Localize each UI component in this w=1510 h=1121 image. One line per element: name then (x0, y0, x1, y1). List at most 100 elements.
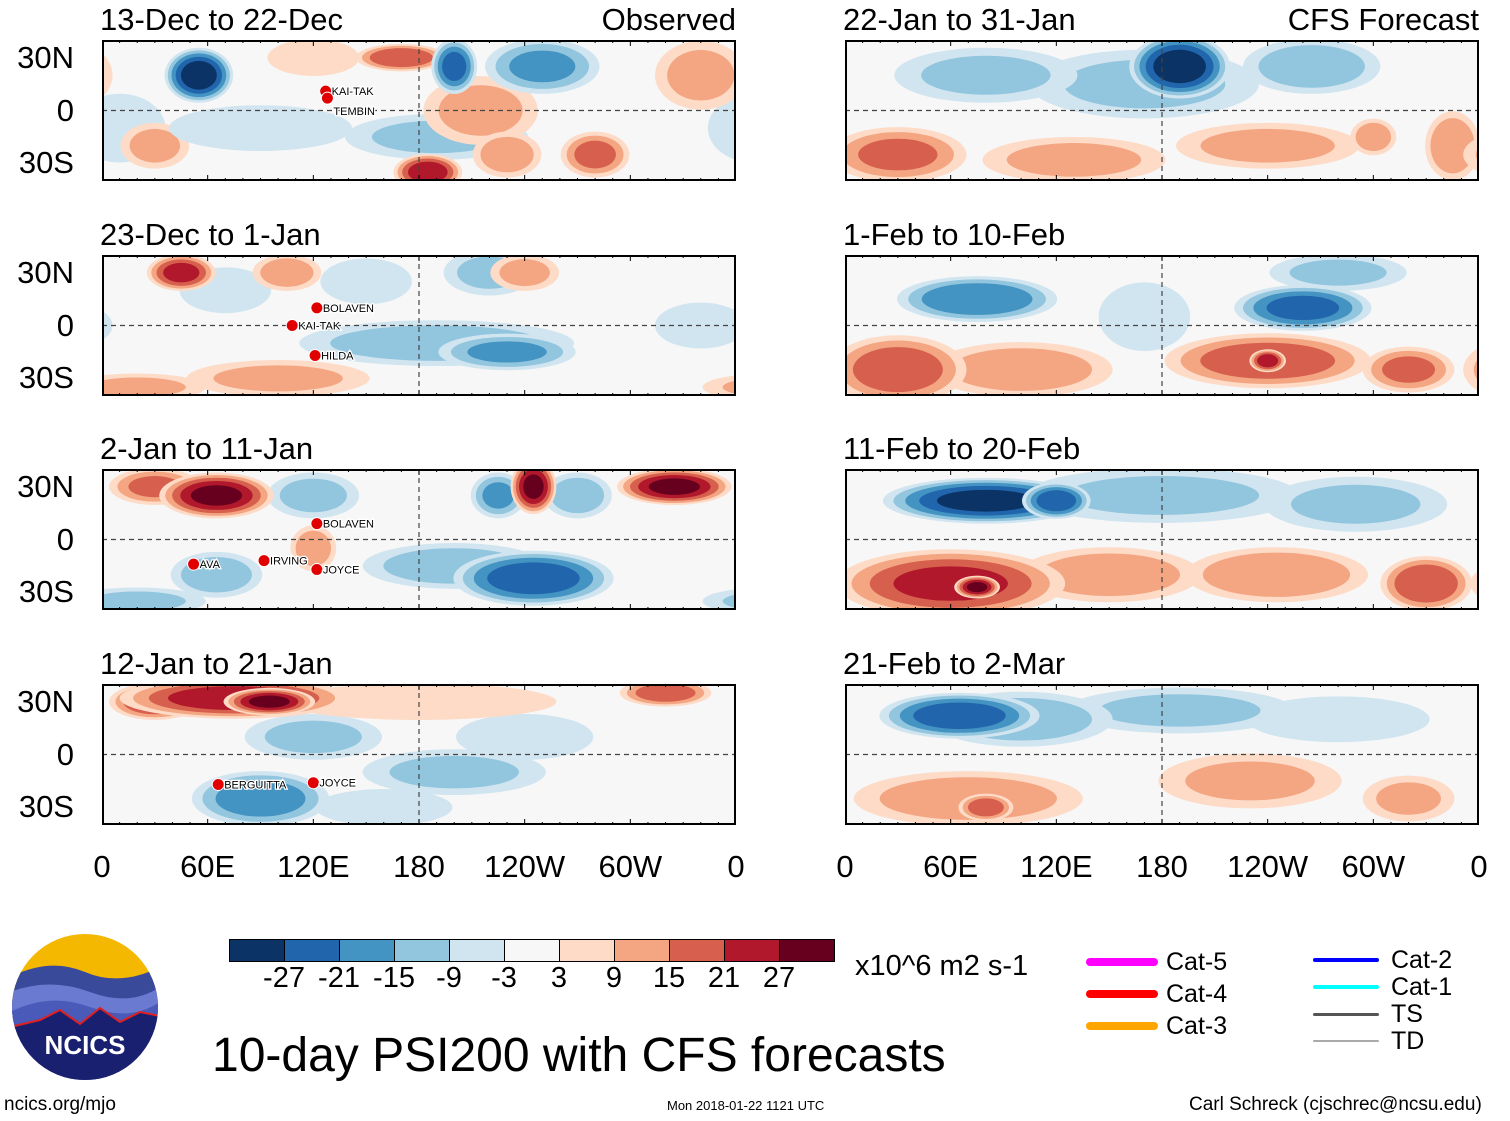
tropical-cyclone-marker[interactable]: JOYCE (310, 562, 361, 578)
colorbar-tick-label: -15 (373, 962, 415, 994)
panel-title: 12-Jan to 21-Jan (100, 646, 333, 681)
tropical-cyclone-marker[interactable]: KAI-TAK (285, 319, 342, 334)
storm-name: HILDA (321, 350, 354, 362)
colorbar-swatch (725, 940, 780, 961)
y-tick-label: 30N (17, 39, 74, 75)
psi200-map-panel (845, 255, 1479, 396)
panel-title: 13-Dec to 22-Dec (100, 2, 343, 37)
positive-anomaly-contour (1382, 356, 1435, 383)
legend-line-swatch (1086, 1022, 1158, 1030)
storm-name: JOYCE (319, 778, 356, 790)
negative-anomaly-contour (264, 720, 362, 754)
tropical-cyclone-marker[interactable]: AVA (187, 557, 222, 572)
positive-anomaly-contour (102, 53, 113, 98)
storm-name: TEMBIN (333, 106, 375, 118)
positive-anomaly-contour (1355, 122, 1392, 152)
legend-label: Cat-1 (1391, 973, 1453, 1001)
positive-anomaly-contour (499, 259, 550, 287)
positive-anomaly-contour (190, 485, 243, 506)
negative-anomaly-contour (1036, 490, 1077, 512)
negative-anomaly-contour (102, 591, 186, 610)
legend-label: Cat-4 (1166, 980, 1228, 1008)
x-tick-label: 0 (727, 849, 745, 884)
panel-frame (102, 255, 736, 396)
y-tick-label: 0 (56, 307, 74, 343)
colorbar-swatch (615, 940, 670, 961)
storm-name: BOLAVEN (323, 519, 374, 531)
panel-frame (102, 469, 736, 610)
panel-title: 1-Feb to 10-Feb (843, 217, 1066, 252)
colorbar-swatch (395, 940, 450, 961)
positive-anomaly-contour (369, 48, 434, 68)
psi200-map-panel (845, 469, 1479, 610)
positive-anomaly-contour (1006, 143, 1142, 177)
negative-anomaly-contour (215, 780, 306, 817)
negative-anomaly-contour (1098, 282, 1191, 352)
negative-anomaly-contour (279, 478, 347, 513)
tropical-cyclone-marker[interactable]: JOYCE (306, 776, 357, 791)
positive-anomaly-contour (248, 695, 290, 708)
tropical-cyclone-marker[interactable]: KAI-TAK (319, 84, 376, 99)
negative-anomaly-contour (389, 755, 519, 789)
colorbar-swatch (285, 940, 340, 961)
colorbar-tick-label: 9 (605, 962, 623, 994)
x-tick-label: 0 (93, 849, 111, 884)
positive-anomaly-contour (129, 128, 181, 163)
psi200-map-panel: KAI-TAK TEMBIN (102, 40, 736, 181)
positive-anomaly-contour (967, 798, 1004, 817)
negative-anomaly-contour (168, 105, 353, 152)
panel-title: 11-Feb to 20-Feb (843, 431, 1081, 466)
panel-frame (102, 40, 736, 181)
negative-anomaly-contour (655, 302, 736, 349)
positive-anomaly-contour (213, 365, 343, 392)
tropical-cyclone-marker[interactable]: TEMBIN (320, 91, 376, 119)
storm-name: AVA (200, 559, 221, 571)
storm-name: KAI-TAK (298, 321, 341, 333)
colorbar-tick-label: -9 (436, 962, 462, 994)
positive-anomaly-contour (1185, 761, 1315, 801)
tropical-cyclone-marker[interactable]: BOLAVEN (310, 301, 375, 316)
main-title: 10-day PSI200 with CFS forecasts (212, 1029, 946, 1082)
psi200-map-panel: BOLAVEN AVA IRVING JOYCE (102, 469, 736, 610)
colorbar-swatch (340, 940, 395, 961)
psi200-map-panel: BERGUITTA JOYCE (102, 684, 736, 825)
positive-anomaly-contour (163, 262, 200, 283)
storm-name: BOLAVEN (323, 303, 374, 315)
tropical-cyclone-marker[interactable]: IRVING (257, 554, 309, 569)
positive-anomaly-contour (852, 347, 943, 393)
panel-title: 23-Dec to 1-Jan (100, 217, 321, 252)
positive-anomaly-contour (1257, 354, 1279, 368)
storm-name: IRVING (270, 556, 308, 568)
column-header: CFS Forecast (1287, 2, 1479, 37)
x-tick-label: 180 (1136, 849, 1188, 884)
y-tick-label: 30S (18, 789, 74, 825)
column-header: Observed (601, 2, 736, 37)
x-tick-label: 180 (393, 849, 445, 884)
footer-url[interactable]: ncics.org/mjo (4, 1094, 116, 1115)
legend-label: Cat-3 (1166, 1012, 1228, 1040)
logo-text: NCICS (45, 1030, 126, 1060)
y-tick-label: 30S (18, 145, 74, 181)
tropical-cyclone-marker[interactable]: BOLAVEN (310, 517, 375, 532)
x-tick-label: 60W (1341, 849, 1406, 884)
legend-line-swatch (1086, 990, 1158, 998)
positive-anomaly-contour (523, 474, 544, 499)
colorbar-swatch (505, 940, 560, 961)
tropical-cyclone-marker[interactable]: BERGUITTA (211, 777, 288, 793)
x-tick-label: 120E (277, 849, 350, 884)
x-tick-label: 120W (1227, 849, 1309, 884)
y-tick-label: 0 (56, 736, 74, 772)
panel-frame (102, 684, 736, 825)
negative-anomaly-contour (1064, 475, 1260, 515)
x-tick-label: 60E (180, 849, 236, 884)
colorbar-tick-label: -3 (491, 962, 517, 994)
footer-timestamp: Mon 2018-01-22 1121 UTC (667, 1098, 825, 1113)
colorbar (229, 939, 835, 962)
positive-anomaly-contour (1430, 118, 1475, 174)
x-tick-label: 0 (836, 849, 854, 884)
positive-anomaly-contour (1394, 564, 1458, 603)
tropical-cyclone-marker[interactable]: HILDA (308, 348, 355, 364)
legend-label: Cat-5 (1166, 948, 1228, 976)
negative-anomaly-contour (1098, 694, 1261, 727)
